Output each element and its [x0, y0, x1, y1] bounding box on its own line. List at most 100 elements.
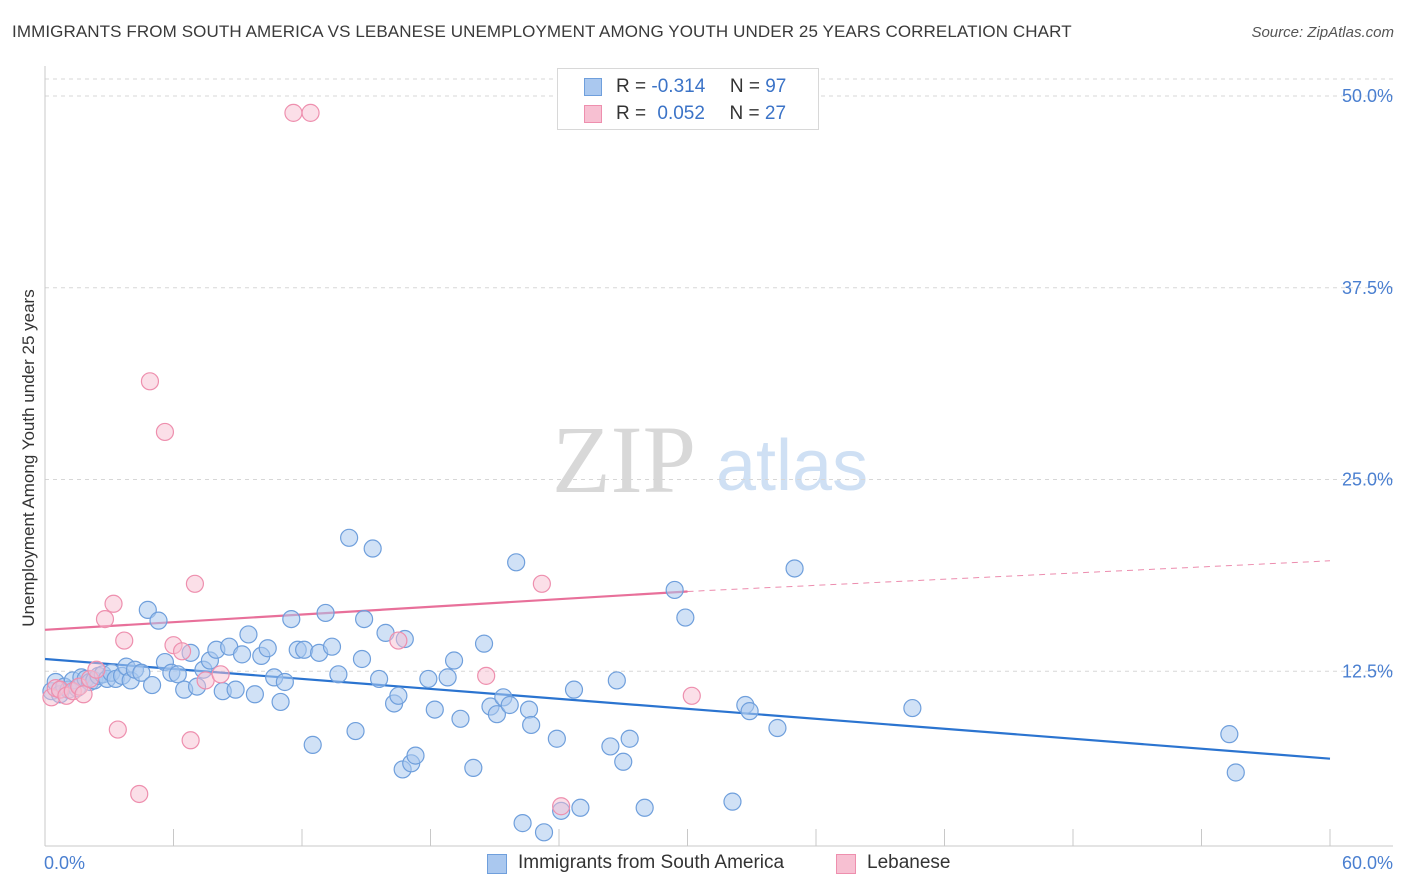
data-point-immigrants: [665, 580, 684, 600]
data-point-immigrants: [723, 792, 742, 811]
data-point-lebanese: [181, 731, 200, 750]
data-point-immigrants: [1220, 725, 1239, 744]
data-point-immigrants: [142, 675, 162, 695]
data-point-immigrants: [438, 668, 457, 687]
data-point-lebanese: [155, 422, 175, 442]
data-point-immigrants: [322, 637, 342, 656]
axes: [44, 66, 1393, 847]
y-tick-label: 12.5%: [1342, 661, 1393, 681]
data-point-immigrants: [355, 609, 374, 629]
data-point-immigrants: [389, 686, 408, 705]
data-point-immigrants: [507, 553, 526, 572]
data-point-immigrants: [620, 729, 639, 748]
data-point-lebanese: [389, 631, 408, 650]
data-point-immigrants: [329, 665, 348, 684]
data-point-immigrants: [275, 672, 294, 692]
data-point-lebanese: [532, 574, 551, 593]
data-point-immigrants: [245, 685, 264, 704]
y-axis-label: Unemployment Among Youth under 25 years: [19, 289, 38, 626]
data-point-immigrants: [370, 669, 389, 689]
data-point-lebanese: [211, 665, 230, 684]
data-point-immigrants: [607, 671, 626, 690]
data-point-immigrants: [271, 692, 290, 712]
data-point-immigrants: [547, 729, 566, 748]
legend-r-label: R =: [616, 103, 647, 124]
data-point-lebanese: [87, 660, 106, 679]
data-point-immigrants: [363, 539, 382, 558]
watermark-atlas: atlas: [716, 426, 868, 506]
data-point-immigrants: [239, 625, 258, 644]
legend-r-value: -0.314: [651, 76, 706, 97]
data-point-immigrants: [258, 639, 277, 658]
data-point-immigrants: [168, 665, 187, 684]
y-tick-label: 37.5%: [1342, 278, 1393, 298]
legend-n-label: N =: [729, 76, 760, 97]
data-point-immigrants: [564, 680, 584, 699]
correlation-legend: R = -0.314 N = 97 R = 0.052 N = 27: [557, 68, 819, 130]
data-point-lebanese: [185, 574, 205, 593]
data-point-lebanese: [172, 642, 192, 661]
data-point-lebanese: [74, 685, 93, 704]
data-point-immigrants: [785, 559, 804, 578]
data-point-lebanese: [140, 372, 160, 391]
data-point-immigrants: [519, 700, 539, 719]
bottom-legend-swatch-blue: [487, 854, 507, 874]
data-point-immigrants: [768, 718, 787, 738]
data-point-immigrants: [444, 651, 464, 670]
data-point-immigrants: [352, 649, 372, 669]
data-point-immigrants: [474, 634, 494, 653]
data-point-immigrants: [138, 600, 157, 619]
data-point-immigrants: [451, 709, 470, 728]
legend-n-value: 97: [765, 76, 787, 97]
series-lebanese-points: [42, 103, 701, 816]
data-point-immigrants: [601, 737, 620, 756]
data-point-immigrants: [740, 702, 759, 721]
series-immigrants-points: [42, 528, 1245, 842]
data-point-immigrants: [614, 752, 633, 771]
legend-text: R = -0.314 N = 97: [616, 76, 786, 98]
tick-labels: 12.5% 25.0% 37.5% 50.0% 0.0% 60.0%: [44, 86, 1393, 873]
data-point-immigrants: [316, 603, 335, 623]
data-point-immigrants: [232, 645, 252, 664]
data-point-immigrants: [513, 814, 532, 833]
data-point-immigrants: [226, 680, 245, 699]
y-tick-label: 50.0%: [1342, 86, 1393, 106]
trend-line-immigrants: [44, 657, 1331, 760]
x-tick-label-min: 0.0%: [44, 853, 85, 873]
data-point-immigrants: [676, 608, 695, 627]
data-point-immigrants: [425, 700, 444, 719]
data-point-immigrants: [149, 611, 168, 630]
legend-text: R = 0.052 N = 27: [616, 103, 786, 125]
data-point-lebanese: [477, 666, 496, 685]
trend-line-lebanese-extension: [687, 560, 1331, 592]
legend-r-label: R =: [616, 76, 647, 97]
data-point-immigrants: [487, 705, 506, 724]
y-tick-label: 25.0%: [1342, 470, 1393, 490]
data-point-immigrants: [571, 798, 590, 817]
data-point-immigrants: [419, 669, 438, 689]
data-point-immigrants: [1226, 763, 1245, 782]
data-point-immigrants: [295, 640, 314, 659]
gridlines: [45, 78, 1393, 672]
data-point-immigrants: [406, 746, 425, 765]
watermark: ZIP atlas: [552, 406, 868, 513]
data-point-immigrants: [522, 715, 541, 735]
legend-n-label: N =: [729, 103, 760, 124]
data-point-immigrants: [903, 698, 922, 718]
data-point-lebanese: [115, 631, 134, 650]
data-point-lebanese: [552, 797, 571, 816]
data-point-immigrants: [464, 758, 483, 777]
data-point-immigrants: [303, 735, 322, 754]
bottom-legend-label: Lebanese: [867, 852, 951, 873]
data-point-immigrants: [340, 528, 359, 547]
data-point-lebanese: [108, 720, 127, 739]
data-point-lebanese: [284, 103, 303, 122]
legend-r-value: 0.052: [657, 103, 705, 124]
data-point-immigrants: [635, 798, 654, 817]
data-point-immigrants: [500, 695, 519, 715]
x-tick-label-max: 60.0%: [1342, 853, 1393, 873]
data-point-immigrants: [282, 609, 301, 629]
data-point-lebanese: [130, 784, 149, 804]
legend-swatch-blue: [584, 78, 602, 96]
